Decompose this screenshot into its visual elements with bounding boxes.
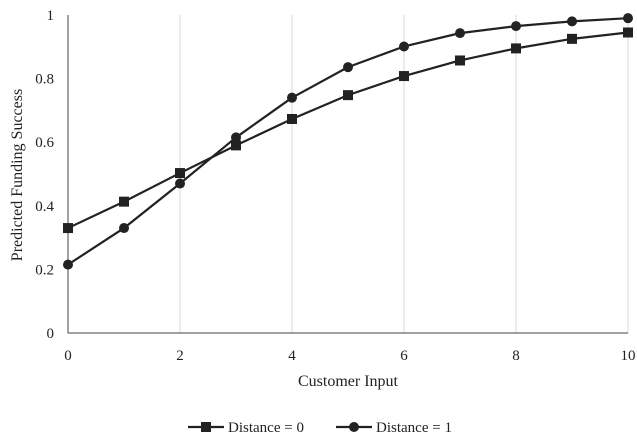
series-line	[67, 17, 629, 266]
series-distance-1	[63, 13, 633, 270]
y-axis-title: Predicted Funding Success	[9, 89, 26, 261]
legend-label: Distance = 1	[376, 420, 452, 436]
square-marker	[175, 168, 185, 179]
x-tick-label: 10	[621, 348, 636, 364]
square-marker	[63, 223, 73, 234]
legend-label: Distance = 0	[228, 420, 304, 436]
x-tick-label: 6	[400, 348, 408, 364]
axes	[67, 15, 628, 334]
square-marker	[119, 196, 129, 207]
y-tick-label: 1	[47, 8, 55, 24]
square-marker	[399, 71, 409, 82]
circle-marker	[231, 132, 241, 143]
circle-marker	[175, 178, 185, 189]
circle-marker	[287, 92, 297, 103]
legend-circle-icon	[349, 422, 359, 432]
x-tick-label: 8	[512, 348, 520, 364]
circle-marker	[63, 259, 73, 270]
legend-square-icon	[201, 422, 211, 432]
circle-marker	[119, 223, 129, 234]
y-tick-label: 0.8	[35, 72, 54, 88]
data-series	[63, 13, 633, 270]
square-marker	[455, 55, 465, 66]
y-tick-label: 0.2	[35, 262, 54, 278]
legend: Distance = 0 Distance = 1	[188, 420, 452, 436]
y-tick-label: 0	[47, 326, 55, 342]
square-marker	[287, 113, 297, 124]
series-distance-0	[63, 27, 633, 234]
x-tick-label: 4	[288, 348, 296, 364]
grid-lines	[179, 15, 629, 333]
y-tick-label: 0.4	[35, 199, 54, 215]
square-marker	[511, 43, 521, 54]
circle-marker	[399, 41, 409, 52]
y-tick-label: 0.6	[35, 135, 54, 151]
x-axis-title: Customer Input	[298, 373, 399, 390]
square-marker	[623, 27, 633, 38]
circle-marker	[511, 21, 521, 32]
legend-item: Distance = 0	[188, 420, 304, 436]
circle-marker	[623, 13, 633, 24]
legend-item: Distance = 1	[336, 420, 452, 436]
circle-marker	[455, 28, 465, 39]
circle-marker	[567, 16, 577, 27]
square-marker	[567, 33, 577, 44]
square-marker	[231, 140, 241, 151]
square-marker	[343, 90, 353, 101]
series-line	[67, 31, 629, 230]
x-tick-label: 0	[64, 348, 72, 364]
tick-labels: 0 2 4 6 8 10 0 0.2 0.4 0.6 0.8 1	[35, 8, 635, 364]
x-tick-label: 2	[176, 348, 184, 364]
circle-marker	[343, 62, 353, 73]
